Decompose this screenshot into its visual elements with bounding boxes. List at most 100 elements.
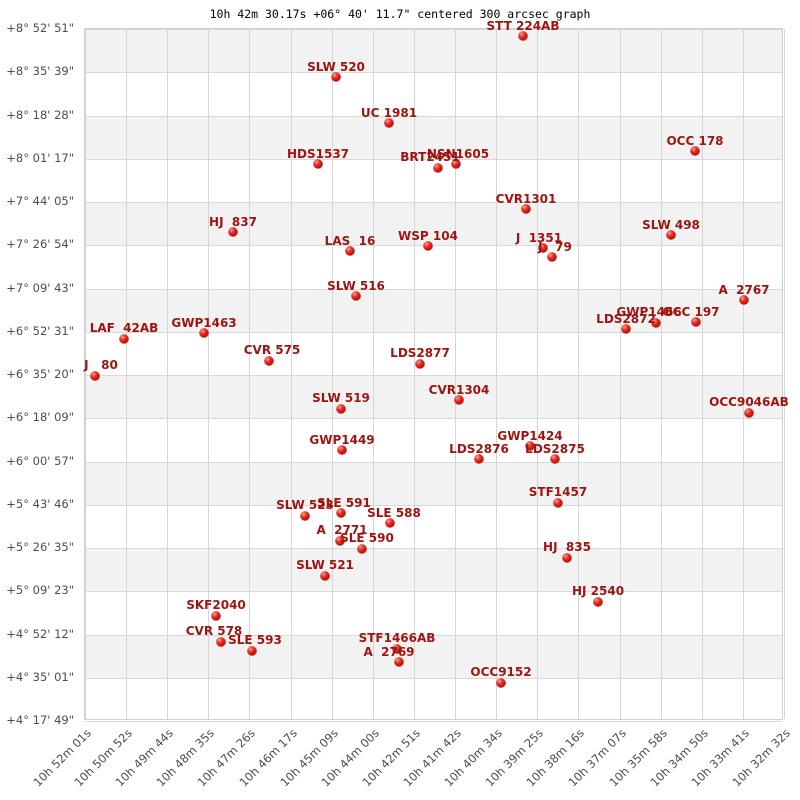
star-label: OCC9046AB bbox=[709, 395, 789, 409]
vertical-gridline bbox=[537, 29, 538, 719]
star-label: J 1351 bbox=[515, 231, 563, 245]
vertical-gridline bbox=[578, 29, 579, 719]
star-marker[interactable] bbox=[336, 508, 346, 518]
star-marker[interactable] bbox=[357, 544, 367, 554]
star-marker[interactable] bbox=[247, 646, 257, 656]
star-marker[interactable] bbox=[454, 395, 464, 405]
vertical-gridline bbox=[743, 29, 744, 719]
star-marker[interactable] bbox=[351, 291, 361, 301]
star-marker[interactable] bbox=[394, 657, 404, 667]
vertical-gridline bbox=[332, 29, 333, 719]
star-marker[interactable] bbox=[216, 637, 226, 647]
star-marker[interactable] bbox=[264, 356, 274, 366]
star-marker[interactable] bbox=[562, 553, 572, 563]
star-marker[interactable] bbox=[228, 227, 238, 237]
y-axis-tick-label: +8° 01' 17" bbox=[6, 150, 74, 165]
star-label: A 2769 bbox=[363, 645, 415, 659]
horizontal-gridline bbox=[85, 29, 782, 30]
star-marker[interactable] bbox=[547, 252, 557, 262]
y-axis-tick-label: +8° 18' 28" bbox=[6, 107, 74, 122]
vertical-gridline bbox=[455, 29, 456, 719]
star-marker[interactable] bbox=[525, 441, 535, 451]
vertical-gridline bbox=[414, 29, 415, 719]
star-marker[interactable] bbox=[300, 511, 310, 521]
star-marker[interactable] bbox=[423, 241, 433, 251]
star-marker[interactable] bbox=[451, 159, 461, 169]
star-marker[interactable] bbox=[474, 454, 484, 464]
star-label: HJ 2540 bbox=[571, 584, 625, 598]
horizontal-gridline bbox=[85, 505, 782, 506]
vertical-gridline bbox=[661, 29, 662, 719]
star-marker[interactable] bbox=[666, 230, 676, 240]
star-marker[interactable] bbox=[385, 518, 395, 528]
star-marker[interactable] bbox=[521, 204, 531, 214]
vertical-gridline bbox=[620, 29, 621, 719]
star-marker[interactable] bbox=[337, 445, 347, 455]
star-marker[interactable] bbox=[384, 118, 394, 128]
vertical-gridline bbox=[85, 29, 86, 719]
y-axis-tick-label: +8° 52' 51" bbox=[6, 21, 74, 35]
plot-band bbox=[85, 115, 782, 159]
star-label: GWP1466 bbox=[616, 305, 682, 319]
star-marker[interactable] bbox=[119, 334, 129, 344]
star-label: SLW 523 bbox=[276, 498, 334, 512]
plot-band bbox=[85, 288, 782, 332]
y-axis-tick-label: +4° 17' 49" bbox=[6, 713, 74, 727]
horizontal-gridline bbox=[85, 116, 782, 117]
star-marker[interactable] bbox=[345, 246, 355, 256]
star-label: SLW 519 bbox=[312, 391, 370, 405]
star-label: OCC9152 bbox=[470, 665, 532, 679]
star-marker[interactable] bbox=[320, 571, 330, 581]
horizontal-gridline bbox=[85, 202, 782, 203]
vertical-gridline bbox=[784, 29, 785, 719]
plot-band bbox=[85, 29, 782, 73]
horizontal-gridline bbox=[85, 375, 782, 376]
star-label: SKF2040 bbox=[186, 598, 246, 612]
horizontal-gridline bbox=[85, 635, 782, 636]
plot-band bbox=[85, 375, 782, 419]
y-axis-tick-label: +6° 52' 31" bbox=[6, 323, 74, 338]
y-axis-tick-label: +7° 09' 43" bbox=[6, 280, 74, 295]
star-marker[interactable] bbox=[651, 318, 661, 328]
y-axis-tick-label: +4° 52' 12" bbox=[6, 626, 74, 641]
star-label: SLE 591 bbox=[317, 496, 371, 510]
star-marker[interactable] bbox=[691, 317, 701, 327]
vertical-gridline bbox=[208, 29, 209, 719]
horizontal-gridline bbox=[85, 72, 782, 73]
y-axis-tick-label: +8° 35' 39" bbox=[6, 64, 74, 79]
star-marker[interactable] bbox=[538, 243, 548, 253]
vertical-gridline bbox=[126, 29, 127, 719]
star-label: A 2771 bbox=[316, 523, 368, 537]
star-marker[interactable] bbox=[90, 371, 100, 381]
star-marker[interactable] bbox=[496, 678, 506, 688]
star-label: OCC 197 bbox=[662, 305, 720, 319]
star-marker[interactable] bbox=[313, 159, 323, 169]
y-axis-tick-label: +6° 35' 20" bbox=[6, 367, 74, 381]
star-marker[interactable] bbox=[553, 498, 563, 508]
horizontal-gridline bbox=[85, 332, 782, 333]
star-marker[interactable] bbox=[415, 359, 425, 369]
star-marker[interactable] bbox=[518, 31, 528, 41]
star-marker[interactable] bbox=[690, 146, 700, 156]
star-marker[interactable] bbox=[331, 72, 341, 82]
vertical-gridline bbox=[702, 29, 703, 719]
horizontal-gridline bbox=[85, 721, 782, 722]
star-marker[interactable] bbox=[433, 163, 443, 173]
star-marker[interactable] bbox=[593, 597, 603, 607]
star-marker[interactable] bbox=[621, 324, 631, 334]
star-marker[interactable] bbox=[211, 611, 221, 621]
star-marker[interactable] bbox=[739, 295, 749, 305]
star-label: STF1457 bbox=[528, 485, 588, 499]
plot-band bbox=[85, 634, 782, 678]
star-marker[interactable] bbox=[550, 454, 560, 464]
y-axis-tick-label: +6° 00' 57" bbox=[6, 453, 74, 468]
star-marker[interactable] bbox=[199, 328, 209, 338]
star-label: SLE 593 bbox=[228, 633, 282, 647]
star-label: LDS2877 bbox=[390, 346, 450, 360]
page-title: 10h 42m 30.17s +06° 40' 11.7" centered 3… bbox=[209, 7, 591, 21]
star-marker[interactable] bbox=[744, 408, 754, 418]
star-marker[interactable] bbox=[336, 404, 346, 414]
star-marker[interactable] bbox=[392, 644, 402, 654]
star-marker[interactable] bbox=[335, 536, 345, 546]
